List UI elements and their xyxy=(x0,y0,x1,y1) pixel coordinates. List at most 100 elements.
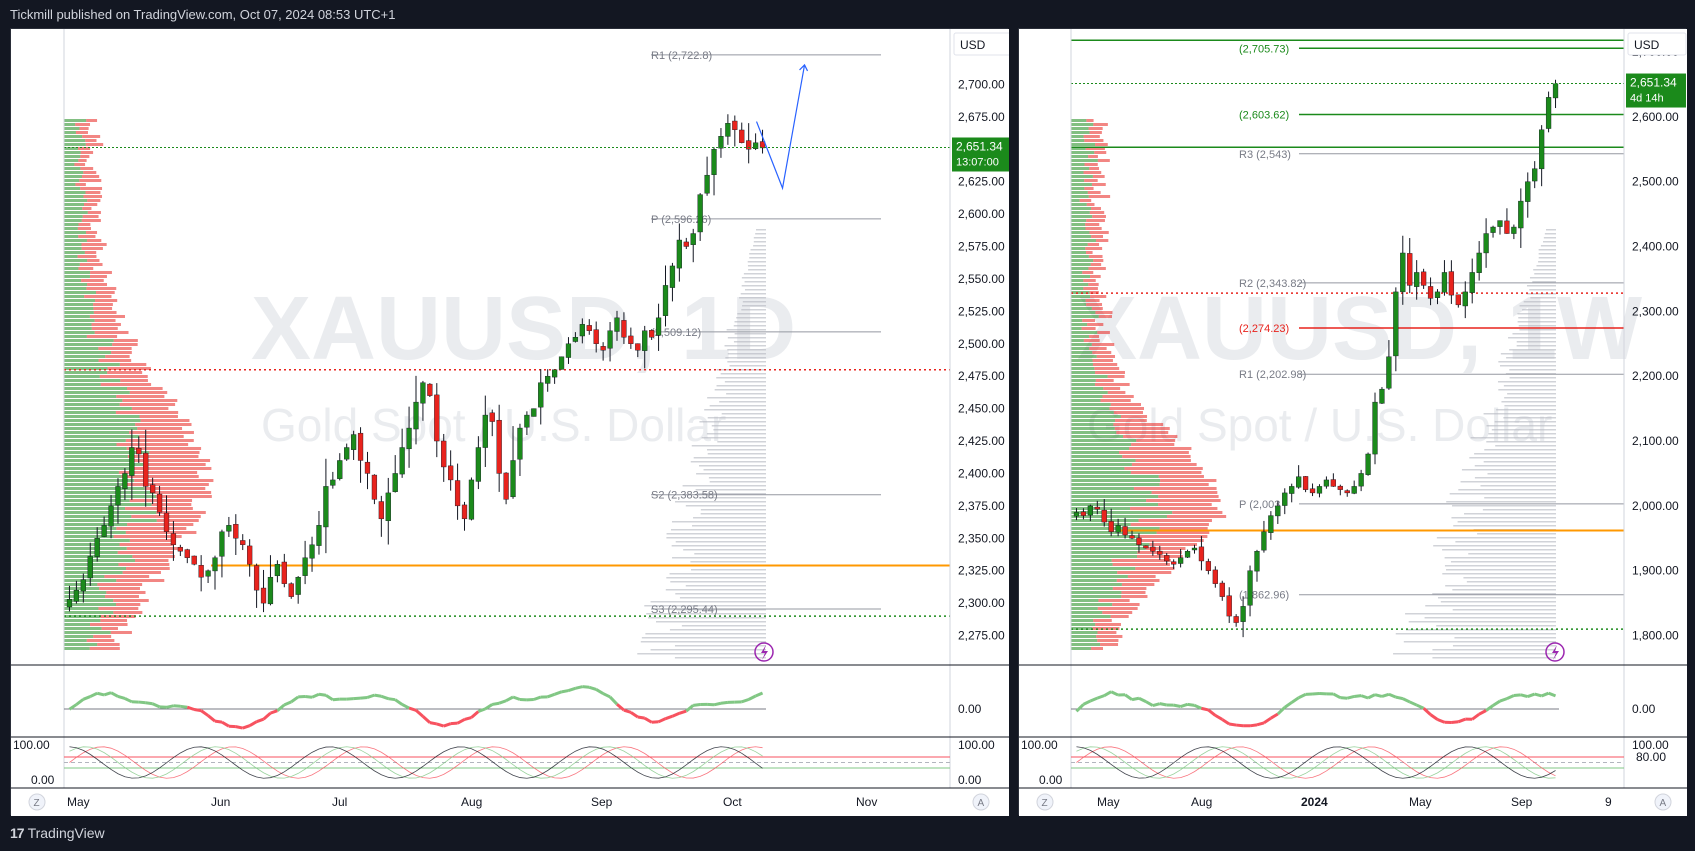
candle-body xyxy=(101,525,107,537)
volume-profile-bar xyxy=(64,387,128,390)
oscillator-line xyxy=(582,685,590,689)
oscillator-line xyxy=(685,704,695,713)
volume-profile-bar xyxy=(113,339,138,342)
volume-profile-bar xyxy=(1071,255,1089,258)
session-volume-bar xyxy=(1494,421,1556,423)
oscillator-line xyxy=(470,710,480,719)
publish-text: Tickmill published on TradingView.com, O… xyxy=(10,7,396,22)
oscillator-line xyxy=(1520,693,1529,699)
zoom-reset-button[interactable] xyxy=(1036,793,1054,811)
volume-profile-bar xyxy=(118,471,198,474)
chart-panel-weekly[interactable]: XAUUSD, 1W Gold Spot / U.S. Dollar (2,705.… xyxy=(1018,28,1687,816)
volume-profile-bar xyxy=(64,335,87,338)
volume-profile-bar xyxy=(64,299,96,302)
price-axis-tick: 1,900.00 xyxy=(1632,564,1679,578)
volume-profile-bar xyxy=(97,643,120,646)
volume-profile-bar xyxy=(1085,147,1105,150)
volume-profile-bar xyxy=(87,199,101,202)
session-volume-bar xyxy=(682,485,766,487)
session-volume-bar xyxy=(1536,265,1556,267)
symbol-watermark: XAUUSD, 1W xyxy=(1077,279,1642,379)
session-volume-bar xyxy=(711,425,766,427)
auto-scale-button[interactable] xyxy=(972,793,990,811)
tradingview-logo[interactable]: 17 TradingView xyxy=(10,825,105,841)
volume-profile-bar xyxy=(64,147,78,150)
volume-profile-bar xyxy=(87,283,108,286)
stoch-axis-tick-80: 80.00 xyxy=(1636,750,1666,764)
volume-profile-bar xyxy=(1130,507,1218,510)
volume-profile-bar xyxy=(64,591,107,594)
candle-body xyxy=(427,383,433,396)
volume-profile-bar xyxy=(1071,295,1091,298)
session-volume-bar xyxy=(674,645,766,647)
session-volume-bar xyxy=(1503,417,1556,419)
price-axis-tick: 2,500.00 xyxy=(1632,175,1679,189)
time-axis-tick: Sep xyxy=(1511,795,1533,809)
session-volume-bar xyxy=(1474,465,1556,467)
session-volume-bar xyxy=(703,469,766,471)
session-volume-bar xyxy=(671,545,766,547)
oscillator-line xyxy=(1075,703,1085,713)
session-volume-bar xyxy=(1486,425,1556,427)
candle-body xyxy=(1233,616,1239,623)
session-volume-bar xyxy=(675,593,766,595)
oscillator-line xyxy=(1207,708,1217,717)
session-volume-bar xyxy=(1442,549,1556,551)
volume-profile-bar xyxy=(1071,119,1087,122)
volume-profile-bar xyxy=(1089,347,1107,350)
volume-profile-bar xyxy=(1071,575,1128,578)
candle-body xyxy=(80,579,86,592)
oscillator-line xyxy=(1346,695,1355,700)
oscillator-line xyxy=(82,695,91,701)
volume-profile-bar xyxy=(64,163,75,166)
forecast-path xyxy=(755,64,806,191)
session-volume-bar xyxy=(1509,369,1556,371)
volume-profile-bar xyxy=(79,127,89,130)
volume-profile-bar xyxy=(1131,443,1175,446)
volume-profile-bar xyxy=(1071,379,1096,382)
session-volume-bar xyxy=(707,397,766,399)
candle-body xyxy=(1198,546,1205,562)
volume-profile-bar xyxy=(1071,235,1092,238)
auto-scale-button[interactable] xyxy=(1654,793,1672,811)
oscillator-line xyxy=(554,690,563,696)
candle-body xyxy=(482,414,488,448)
volume-profile-bar xyxy=(64,583,98,586)
candle-body xyxy=(621,320,627,338)
candle-body xyxy=(136,447,142,455)
candle-body xyxy=(558,356,565,370)
volume-profile-bar xyxy=(1095,623,1121,626)
volume-profile-bar xyxy=(1109,407,1145,410)
candle-body xyxy=(1344,490,1350,494)
volume-profile-bar xyxy=(149,451,200,454)
session-volume-bar xyxy=(1538,261,1556,263)
session-volume-bar xyxy=(733,325,766,327)
oscillator-line xyxy=(68,703,78,711)
volume-profile-bar xyxy=(1071,207,1092,210)
volume-profile-bar xyxy=(64,447,127,450)
session-volume-bar xyxy=(1518,317,1556,319)
last-price-tag xyxy=(1626,73,1686,108)
zoom-reset-button[interactable] xyxy=(28,793,46,811)
oscillator-line xyxy=(1541,691,1550,698)
session-volume-bar xyxy=(650,601,766,603)
chart-panel-daily[interactable]: XAUUSD, 1D Gold Spot / U.S. Dollar R1 (2,7… xyxy=(10,28,1009,816)
volume-profile-bar xyxy=(125,439,194,442)
volume-profile-bar xyxy=(64,495,157,498)
time-axis-tick: Jul xyxy=(332,795,347,809)
volume-profile-bar xyxy=(1071,339,1084,342)
session-volume-bar xyxy=(734,321,766,323)
volume-profile-bar xyxy=(1071,507,1131,510)
session-volume-bar xyxy=(709,405,766,407)
volume-profile-bar xyxy=(1071,587,1113,590)
candle-body xyxy=(1532,168,1538,182)
weekly-chart-svg[interactable]: XAUUSD, 1W Gold Spot / U.S. Dollar (2,705.… xyxy=(1019,29,1687,816)
session-volume-bar xyxy=(727,349,766,351)
volume-profile-bar xyxy=(90,271,112,274)
volume-profile-bar xyxy=(86,639,115,642)
volume-profile-bar xyxy=(1089,131,1102,134)
daily-chart-svg[interactable]: XAUUSD, 1D Gold Spot / U.S. Dollar R1 (2,7… xyxy=(11,29,1009,816)
session-volume-bar xyxy=(736,317,766,319)
candle-body xyxy=(586,325,592,331)
session-volume-bar xyxy=(1436,625,1556,627)
